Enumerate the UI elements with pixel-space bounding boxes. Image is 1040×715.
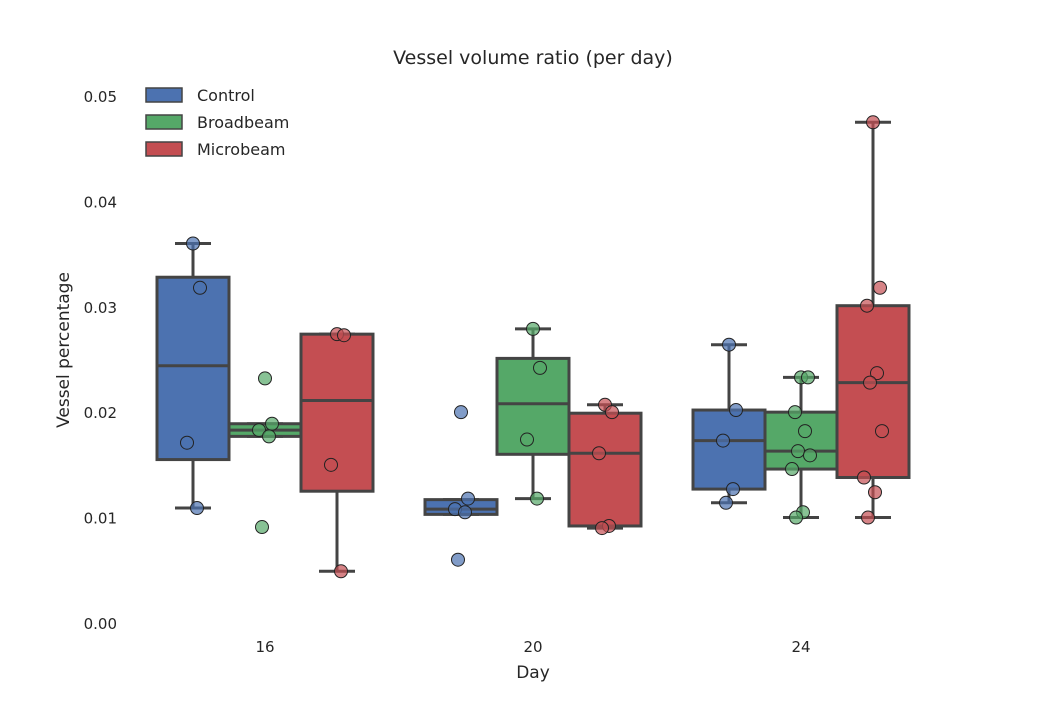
data-point bbox=[789, 510, 803, 525]
legend-label: Microbeam bbox=[197, 140, 285, 159]
box-group bbox=[227, 371, 303, 535]
data-point bbox=[530, 491, 544, 506]
data-point bbox=[801, 370, 815, 385]
box-group bbox=[763, 370, 839, 525]
data-point bbox=[324, 457, 338, 472]
y-tick-label: 0.03 bbox=[84, 299, 117, 317]
data-point bbox=[451, 552, 465, 567]
data-point bbox=[262, 429, 276, 444]
data-point bbox=[334, 564, 348, 579]
box bbox=[155, 275, 231, 462]
chart-title: Vessel volume ratio (per day) bbox=[393, 47, 673, 69]
data-point bbox=[866, 115, 880, 130]
data-point bbox=[520, 432, 534, 447]
data-point bbox=[785, 462, 799, 477]
data-point bbox=[722, 337, 736, 352]
data-point bbox=[716, 433, 730, 448]
legend-swatch bbox=[145, 87, 183, 103]
box-group bbox=[299, 327, 375, 579]
legend-swatch bbox=[145, 141, 183, 157]
data-point bbox=[186, 236, 200, 251]
data-point bbox=[791, 444, 805, 459]
data-point bbox=[870, 366, 884, 381]
y-tick-label: 0.04 bbox=[84, 193, 117, 211]
x-axis: 16 20 24 bbox=[255, 638, 810, 656]
legend-swatch bbox=[145, 114, 183, 130]
data-point bbox=[265, 416, 279, 431]
data-point bbox=[454, 405, 468, 420]
legend-label: Control bbox=[197, 86, 255, 105]
legend-label: Broadbeam bbox=[197, 113, 289, 132]
legend: Control Broadbeam Microbeam bbox=[145, 86, 289, 159]
y-tick-label: 0.00 bbox=[84, 615, 117, 633]
data-point bbox=[258, 371, 272, 386]
data-point bbox=[605, 405, 619, 420]
y-tick-label: 0.02 bbox=[84, 404, 117, 422]
data-point bbox=[592, 446, 606, 461]
data-point bbox=[719, 495, 733, 510]
box bbox=[567, 411, 643, 528]
data-point bbox=[803, 448, 817, 463]
data-point bbox=[726, 482, 740, 497]
y-axis: 0.00 0.01 0.02 0.03 0.04 0.05 bbox=[84, 88, 117, 633]
data-point bbox=[729, 403, 743, 418]
data-point bbox=[857, 470, 871, 485]
box-group bbox=[691, 337, 767, 510]
y-tick-label: 0.01 bbox=[84, 510, 117, 528]
data-point bbox=[868, 485, 882, 500]
x-tick-label: 24 bbox=[791, 638, 810, 656]
data-point bbox=[860, 298, 874, 313]
x-tick-label: 20 bbox=[523, 638, 542, 656]
box-group bbox=[423, 405, 499, 567]
box-group bbox=[495, 321, 571, 506]
plot-area bbox=[155, 115, 911, 579]
box bbox=[835, 304, 911, 479]
data-point bbox=[788, 405, 802, 420]
data-point bbox=[190, 501, 204, 516]
data-point bbox=[180, 435, 194, 450]
box bbox=[763, 410, 839, 471]
data-point bbox=[873, 280, 887, 295]
data-point bbox=[861, 510, 875, 525]
y-axis-label: Vessel percentage bbox=[54, 272, 74, 428]
data-point bbox=[337, 328, 351, 343]
x-axis-label: Day bbox=[516, 663, 550, 683]
data-point bbox=[798, 424, 812, 439]
data-point bbox=[458, 505, 472, 520]
box-group bbox=[155, 236, 231, 516]
data-point bbox=[252, 423, 266, 438]
data-point bbox=[595, 521, 609, 536]
data-point bbox=[875, 424, 889, 439]
data-point bbox=[461, 491, 475, 506]
x-tick-label: 16 bbox=[255, 638, 274, 656]
data-point bbox=[526, 321, 540, 336]
data-point bbox=[255, 520, 269, 535]
data-point bbox=[863, 375, 877, 390]
data-point bbox=[533, 360, 547, 375]
box bbox=[691, 408, 767, 491]
y-tick-label: 0.05 bbox=[84, 88, 117, 106]
box-group bbox=[835, 115, 911, 525]
box-group bbox=[567, 397, 643, 536]
data-point bbox=[193, 280, 207, 295]
